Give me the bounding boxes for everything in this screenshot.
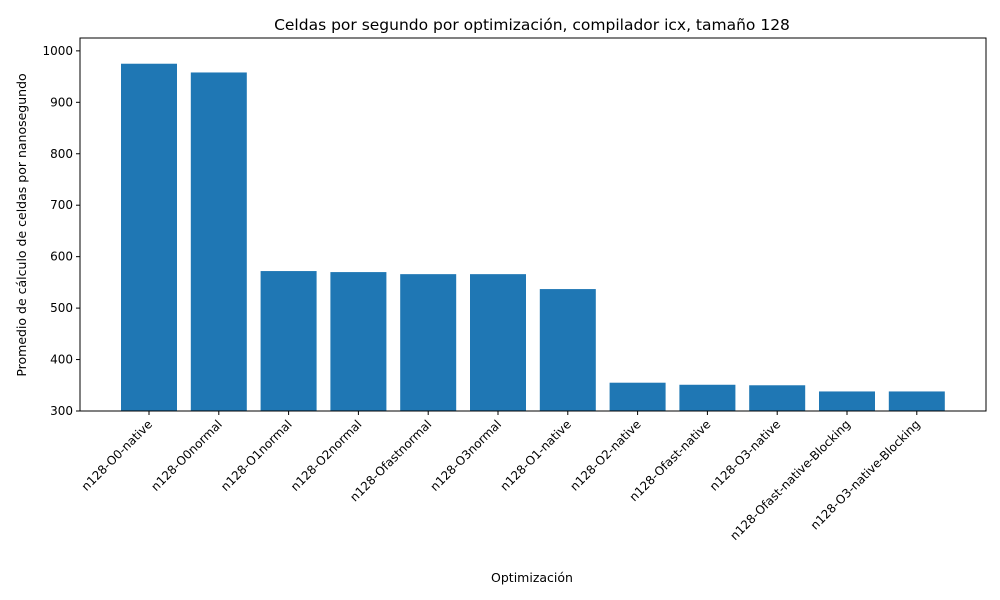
bar-n128-O3-native xyxy=(749,385,806,411)
y-axis: 300 400 500 600 700 800 900 1000 xyxy=(42,44,80,418)
x-tick-label: n128-O0-native xyxy=(79,417,155,493)
y-tick-label: 1000 xyxy=(42,44,73,58)
y-tick-label: 900 xyxy=(50,95,73,109)
x-tick-label: n128-O2normal xyxy=(288,417,365,494)
bars-group xyxy=(121,63,945,412)
bar-n128-Ofastnormal xyxy=(400,274,457,411)
bar-n128-Ofast-native xyxy=(679,384,736,411)
x-tick-label: n128-O0normal xyxy=(148,417,225,494)
chart-title: Celdas por segundo por optimización, com… xyxy=(274,16,790,34)
bar-n128-O0-native xyxy=(121,63,177,412)
plot-frame xyxy=(79,37,987,412)
y-tick-label: 800 xyxy=(50,147,73,161)
x-axis-label: Optimización xyxy=(491,570,573,585)
x-tick-label: n128-O3normal xyxy=(428,417,505,494)
bar-n128-O3normal xyxy=(470,274,526,411)
bar-n128-O2-native xyxy=(609,382,666,411)
x-tick-label: n128-O1-native xyxy=(497,417,573,493)
y-tick-label: 600 xyxy=(50,250,73,264)
y-tick-label: 300 xyxy=(50,404,73,418)
bar-n128-Ofast-native-Blocking xyxy=(819,391,875,411)
x-tick-label: n128-O2-native xyxy=(567,417,643,493)
y-tick-label: 400 xyxy=(50,353,73,367)
x-tick-label: n128-Ofast-native-Blocking xyxy=(727,417,853,543)
bar-n128-O3-native-Blocking xyxy=(888,391,945,411)
x-axis: n128-O0-nativen128-O0normaln128-O1normal… xyxy=(79,411,923,543)
bar-n128-O1-native xyxy=(539,289,596,411)
y-axis-label: Promedio de cálculo de celdas por nanose… xyxy=(14,73,29,376)
x-tick-label: n128-O3-native xyxy=(707,417,783,493)
y-tick-label: 500 xyxy=(50,301,73,315)
bar-n128-O2normal xyxy=(330,272,387,411)
x-tick-label: n128-O1normal xyxy=(218,417,295,494)
bar-n128-O0normal xyxy=(190,72,247,412)
bar-n128-O1normal xyxy=(260,271,317,411)
y-tick-label: 700 xyxy=(50,198,73,212)
